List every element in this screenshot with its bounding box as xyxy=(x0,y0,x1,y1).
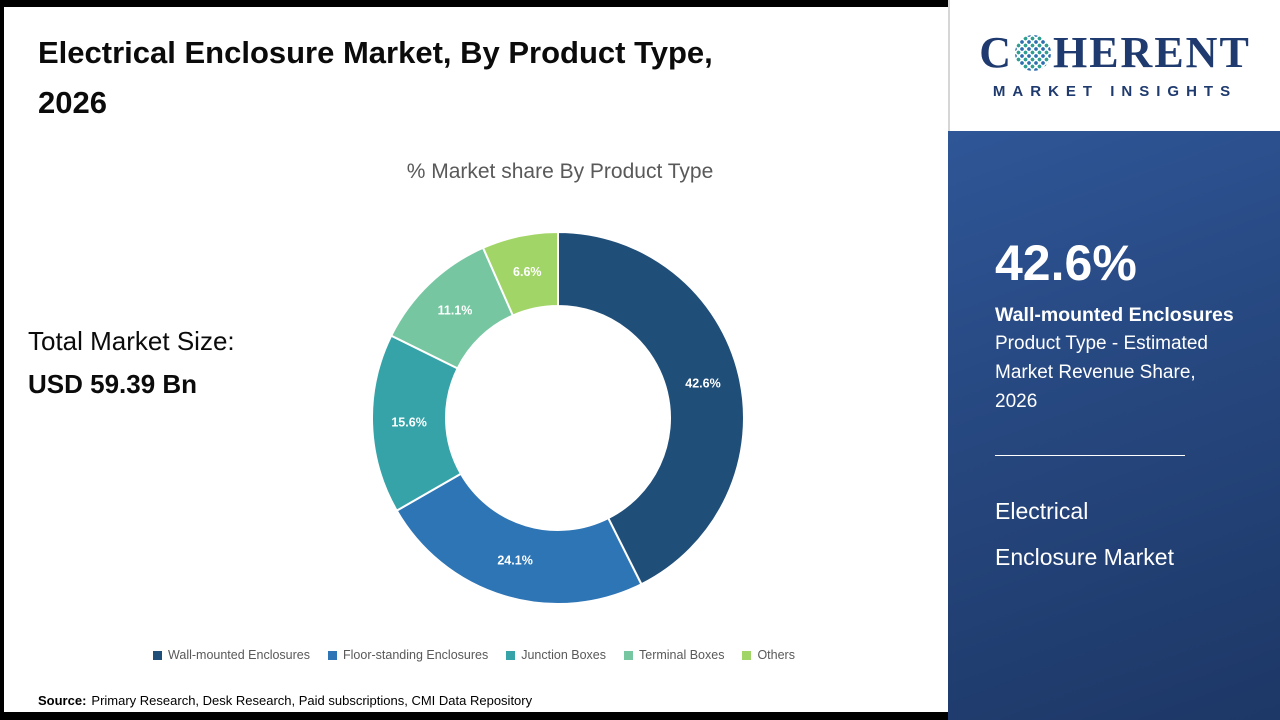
top-border xyxy=(0,0,948,7)
total-market-size-label: Total Market Size: xyxy=(28,326,235,356)
chart-legend: Wall-mounted Enclosures Floor-standing En… xyxy=(0,648,948,662)
sidebar-footer-line1: Electrical xyxy=(995,497,1089,524)
donut-segment xyxy=(557,230,745,586)
logo-letter-c: C xyxy=(979,28,1013,77)
total-market-size-value: USD 59.39 Bn xyxy=(28,369,198,399)
legend-label: Others xyxy=(757,648,795,662)
highlight-sidebar: 42.6% Wall-mounted Enclosures Product Ty… xyxy=(948,131,1280,720)
legend-item: Floor-standing Enclosures xyxy=(328,648,488,662)
left-border xyxy=(0,0,4,712)
source-note: Source: Primary Research, Desk Research, … xyxy=(38,693,532,708)
legend-swatch xyxy=(153,650,163,660)
highlight-title: Wall-mounted Enclosures xyxy=(995,304,1234,326)
logo-globe-icon xyxy=(1014,35,1051,71)
donut-chart: 42.6% 24.1% 15.6% 11.1% 6.6% xyxy=(368,228,748,608)
legend-item: Junction Boxes xyxy=(506,648,606,662)
legend-swatch xyxy=(506,650,516,660)
legend-swatch xyxy=(328,650,337,660)
donut-segment-label: 11.1% xyxy=(438,303,473,317)
donut-segment-label: 6.6% xyxy=(513,265,542,279)
legend-item: Others xyxy=(742,648,795,662)
legend-label: Junction Boxes xyxy=(521,648,606,662)
sidebar-footer: Electrical Enclosure Market xyxy=(995,488,1240,580)
page-title-line1: Electrical Enclosure Market, By Product … xyxy=(38,35,713,70)
brand-logo-wordmark: C HERENT xyxy=(979,31,1251,75)
brand-logo: C HERENT MARKET INSIGHTS xyxy=(948,0,1280,131)
chart-title: % Market share By Product Type xyxy=(406,160,714,183)
bottom-border xyxy=(0,712,1280,720)
donut-segment-label: 42.6% xyxy=(685,377,720,391)
donut-chart-svg: 42.6% 24.1% 15.6% 11.1% 6.6% xyxy=(370,230,745,605)
highlight-description: Product Type - Estimated Market Revenue … xyxy=(995,333,1208,412)
page-title-line2: 2026 xyxy=(38,84,107,120)
legend-label: Floor-standing Enclosures xyxy=(343,648,489,662)
legend-swatch xyxy=(742,650,752,660)
source-text: Primary Research, Desk Research, Paid su… xyxy=(91,693,533,708)
source-label: Source: xyxy=(38,693,87,708)
legend-swatch xyxy=(624,650,633,660)
donut-segment-label: 24.1% xyxy=(497,554,532,568)
legend-item: Terminal Boxes xyxy=(624,648,724,662)
highlight-value: 42.6% xyxy=(995,235,1137,291)
legend-item: Wall-mounted Enclosures xyxy=(153,648,310,662)
donut-segment-label: 15.6% xyxy=(391,416,426,430)
logo-letters-rest: HERENT xyxy=(1052,28,1251,77)
donut-segment xyxy=(481,230,559,317)
sidebar-footer-line2: Enclosure Market xyxy=(995,543,1174,570)
brand-logo-subtitle: MARKET INSIGHTS xyxy=(992,83,1238,100)
total-market-size: Total Market Size: USD 59.39 Bn xyxy=(28,326,235,400)
legend-label: Wall-mounted Enclosures xyxy=(168,648,310,662)
page-title: Electrical Enclosure Market, By Product … xyxy=(38,28,888,127)
sidebar-divider xyxy=(995,454,1185,456)
legend-label: Terminal Boxes xyxy=(639,648,725,662)
donut-segment xyxy=(395,472,643,605)
